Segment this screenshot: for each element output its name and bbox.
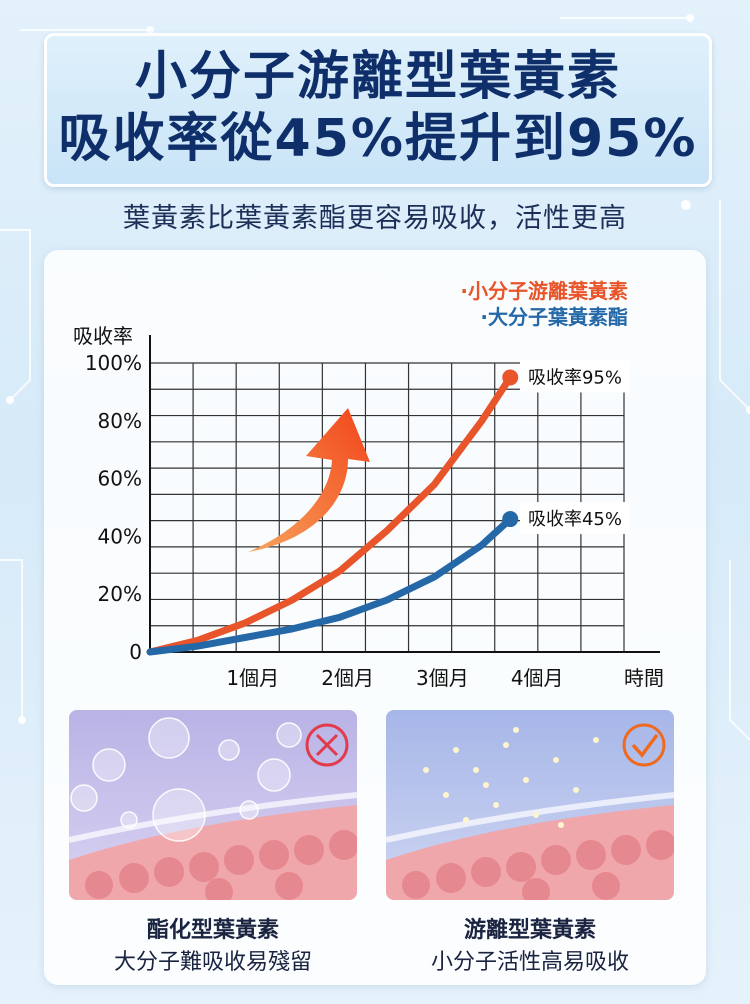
chart-axes xyxy=(149,335,660,653)
growth-arrow-icon xyxy=(248,408,370,552)
series-line xyxy=(146,373,514,656)
page-subtitle: 葉黃素比葉黃素酯更容易吸收，活性更高 xyxy=(123,203,627,234)
series-line xyxy=(146,515,514,656)
end-label-box xyxy=(520,360,630,393)
ester-lutein-panel xyxy=(69,710,357,900)
cross-icon xyxy=(305,723,349,767)
legend-entry: ·小分子游離葉黃素 xyxy=(460,279,628,303)
page-title-line2: 吸收率從45%提升到95% xyxy=(58,109,698,169)
free-lutein-caption: 游離型葉黃素 xyxy=(463,918,596,943)
y-tick-label: 20% xyxy=(98,582,142,606)
title-banner: 小分子游離型葉黃素 吸收率從45%提升到95% xyxy=(44,33,712,187)
series-end-label: 吸收率95% xyxy=(528,367,622,388)
free-lutein-illustration xyxy=(386,710,674,900)
ester-lutein-illustration xyxy=(69,710,357,900)
free-lutein-description: 小分子活性高易吸收 xyxy=(430,950,629,975)
check-icon xyxy=(622,723,666,767)
x-axis-label: 時間 xyxy=(624,666,664,690)
y-tick-label: 0 xyxy=(129,640,142,664)
x-tick-label: 4個月 xyxy=(511,666,564,690)
ester-lutein-description: 大分子難吸收易殘留 xyxy=(113,950,312,975)
chart-labels: 吸收率 0 20% 40% 60% 80% 100% 1個月 2個月 3個月 4個月 時間 吸收率95%… xyxy=(73,279,664,690)
ester-lutein-caption: 酯化型葉黃素 xyxy=(146,918,279,943)
x-tick-label: 2個月 xyxy=(321,666,374,690)
y-axis-label: 吸收率 xyxy=(73,324,133,348)
y-tick-label: 60% xyxy=(98,467,142,491)
free-lutein-panel xyxy=(386,710,674,900)
x-tick-label: 1個月 xyxy=(226,666,279,690)
end-label-box xyxy=(520,502,630,535)
y-tick-label: 100% xyxy=(85,351,142,375)
legend-entry: ·大分子葉黃素酯 xyxy=(480,305,628,329)
chart-series xyxy=(146,369,519,656)
page-title-line1: 小分子游離型葉黃素 xyxy=(134,47,621,107)
series-end-point xyxy=(502,369,519,386)
x-tick-label: 3個月 xyxy=(416,666,469,690)
y-tick-label: 80% xyxy=(98,409,142,433)
series-end-point xyxy=(502,511,519,528)
series-end-label: 吸收率45% xyxy=(528,509,622,530)
y-tick-label: 40% xyxy=(98,524,142,548)
